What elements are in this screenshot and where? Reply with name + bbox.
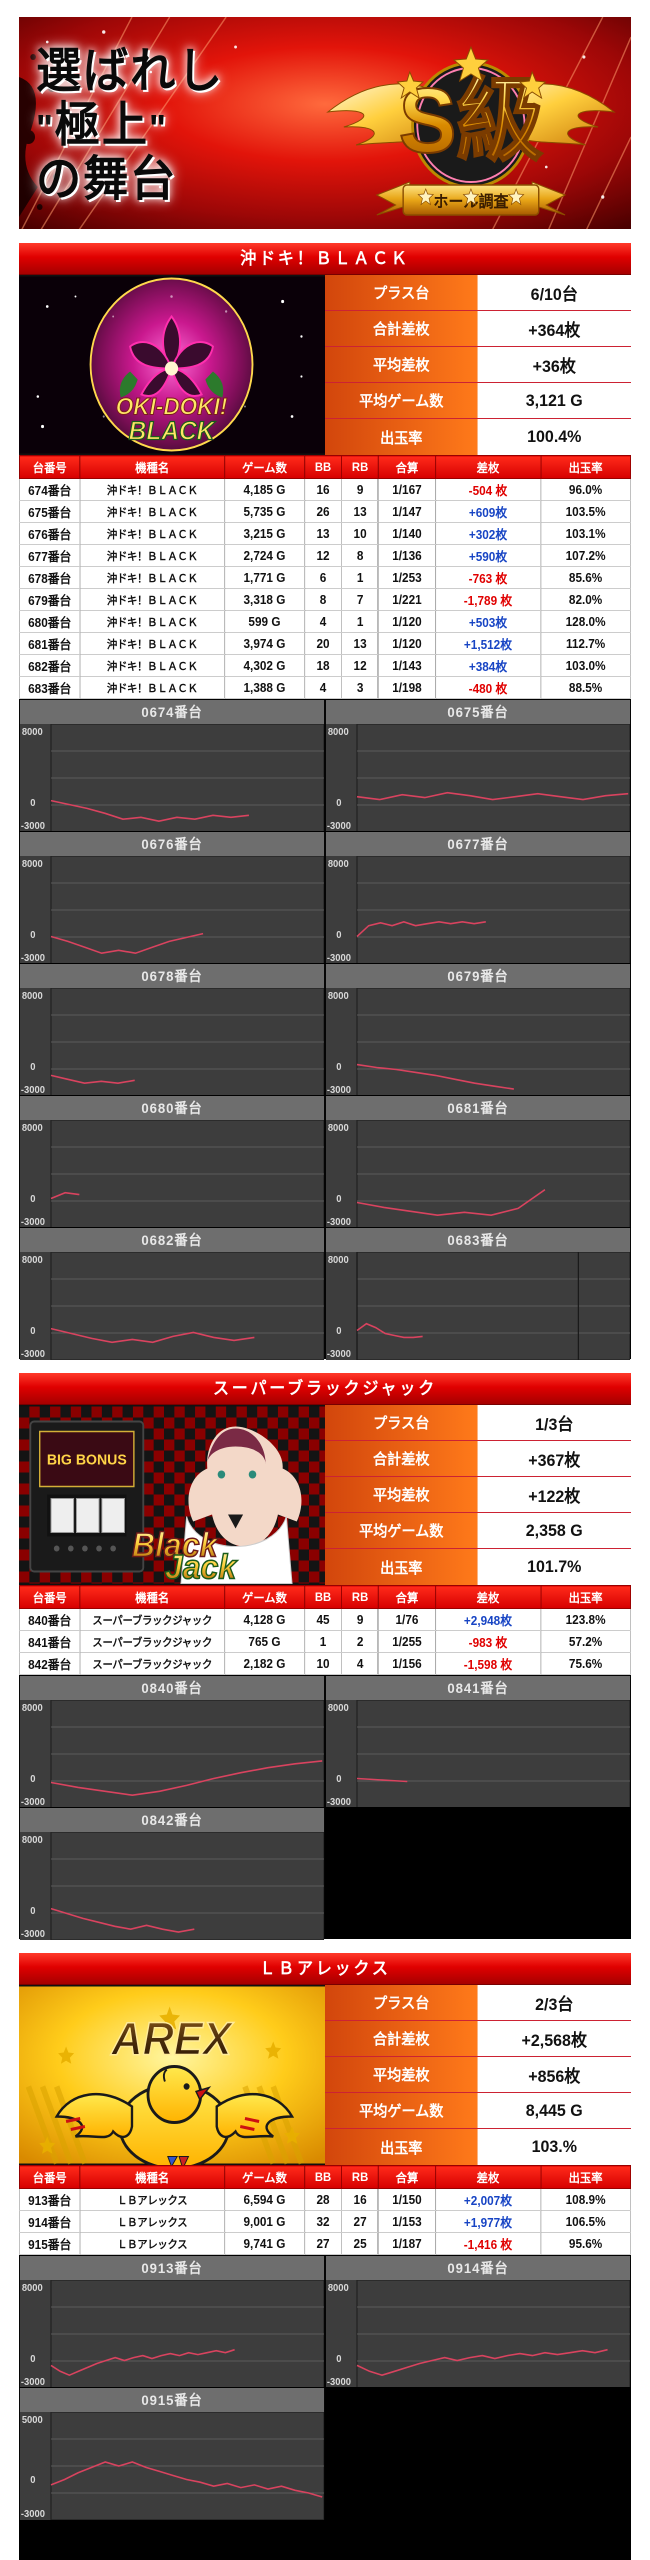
svg-text:BIG BONUS: BIG BONUS xyxy=(47,1452,127,1468)
svg-text:5000: 5000 xyxy=(22,2415,43,2426)
svg-text:0: 0 xyxy=(336,930,341,941)
svg-text:0: 0 xyxy=(336,1326,341,1337)
svg-text:8000: 8000 xyxy=(328,1123,349,1134)
svg-text:8000: 8000 xyxy=(22,991,43,1002)
svg-text:OKI-DOKI!: OKI-DOKI! xyxy=(116,393,228,420)
svg-text:-3000: -3000 xyxy=(327,1349,351,1360)
svg-text:0: 0 xyxy=(30,1194,35,1205)
svg-text:0: 0 xyxy=(336,2354,341,2365)
svg-text:0: 0 xyxy=(30,2354,35,2365)
svg-text:Jack: Jack xyxy=(165,1548,238,1585)
svg-text:8000: 8000 xyxy=(328,1703,349,1714)
svg-text:8000: 8000 xyxy=(22,2283,43,2294)
svg-text:8000: 8000 xyxy=(22,1255,43,1266)
svg-text:0: 0 xyxy=(30,1326,35,1337)
svg-text:8000: 8000 xyxy=(328,727,349,738)
svg-text:BLACK: BLACK xyxy=(129,417,216,446)
svg-text:0: 0 xyxy=(30,1774,35,1785)
svg-text:AREX: AREX xyxy=(110,2014,234,2064)
svg-text:8000: 8000 xyxy=(22,1835,43,1846)
svg-text:8000: 8000 xyxy=(328,859,349,870)
svg-text:0: 0 xyxy=(336,1194,341,1205)
svg-text:8000: 8000 xyxy=(22,859,43,870)
svg-text:-3000: -3000 xyxy=(21,1349,45,1360)
svg-text:0: 0 xyxy=(30,1906,35,1917)
svg-text:8000: 8000 xyxy=(328,991,349,1002)
svg-text:8000: 8000 xyxy=(22,1123,43,1134)
svg-text:0: 0 xyxy=(336,1062,341,1073)
svg-text:-3000: -3000 xyxy=(21,2509,45,2520)
svg-text:8000: 8000 xyxy=(328,1255,349,1266)
svg-text:8000: 8000 xyxy=(22,1703,43,1714)
svg-text:0: 0 xyxy=(336,798,341,809)
svg-text:0: 0 xyxy=(30,930,35,941)
svg-text:0: 0 xyxy=(30,798,35,809)
svg-text:0: 0 xyxy=(30,1062,35,1073)
svg-text:-3000: -3000 xyxy=(21,1929,45,1940)
svg-text:8000: 8000 xyxy=(22,727,43,738)
svg-text:0: 0 xyxy=(30,2475,35,2486)
svg-text:8000: 8000 xyxy=(328,2283,349,2294)
svg-text:0: 0 xyxy=(336,1774,341,1785)
